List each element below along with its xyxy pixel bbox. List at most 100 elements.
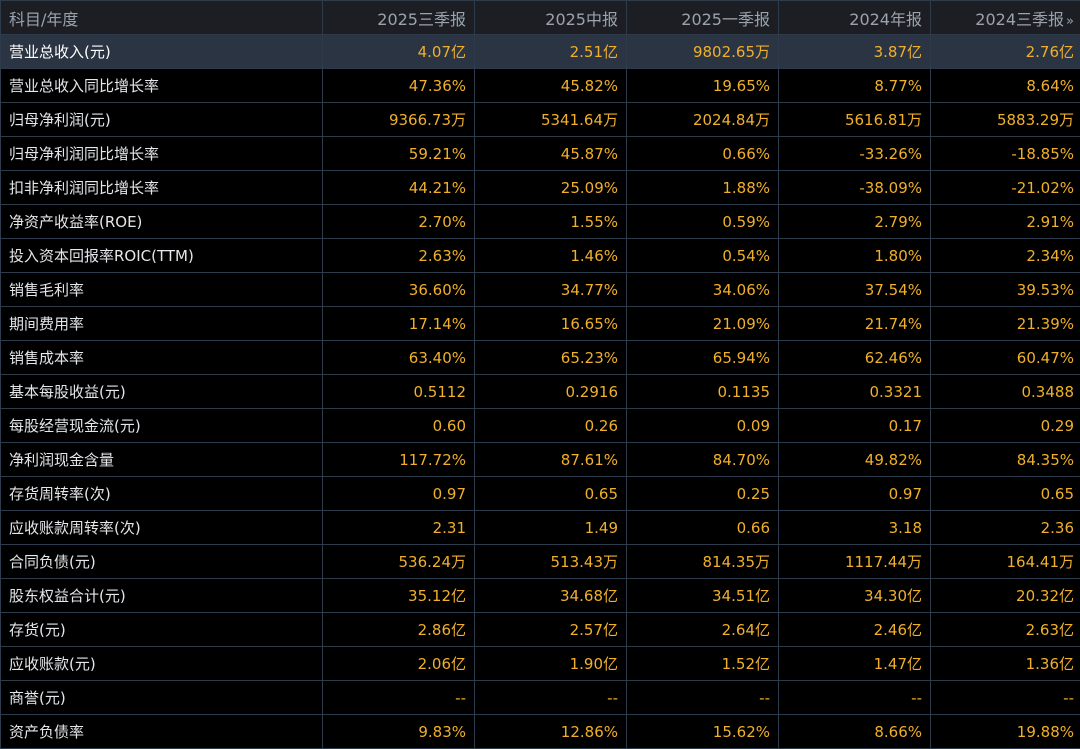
column-header-period[interactable]: 2025中报 [475, 1, 627, 35]
cell-value: 1117.44万 [779, 545, 931, 579]
cell-value: 2.91% [931, 205, 1080, 239]
cell-value: 34.68亿 [475, 579, 627, 613]
cell-value: 0.5112 [323, 375, 475, 409]
cell-value: 2.79% [779, 205, 931, 239]
cell-value: 45.82% [475, 69, 627, 103]
cell-value: 8.77% [779, 69, 931, 103]
cell-value: 60.47% [931, 341, 1080, 375]
more-columns-icon[interactable]: » [1066, 14, 1074, 29]
row-label: 商誉(元) [1, 681, 323, 715]
cell-value: 0.65 [475, 477, 627, 511]
row-label: 存货(元) [1, 613, 323, 647]
cell-value: 513.43万 [475, 545, 627, 579]
row-label: 资产负债率 [1, 715, 323, 749]
cell-value: 0.65 [931, 477, 1080, 511]
row-label: 存货周转率(次) [1, 477, 323, 511]
cell-value: 0.26 [475, 409, 627, 443]
column-header-period[interactable]: 2024年报 [779, 1, 931, 35]
cell-value: 34.51亿 [627, 579, 779, 613]
cell-value: 21.09% [627, 307, 779, 341]
row-label: 净利润现金含量 [1, 443, 323, 477]
cell-value: 65.23% [475, 341, 627, 375]
row-label: 扣非净利润同比增长率 [1, 171, 323, 205]
cell-value: 1.88% [627, 171, 779, 205]
table-row[interactable]: 净资产收益率(ROE)2.70%1.55%0.59%2.79%2.91% [1, 205, 1080, 239]
cell-value: 9802.65万 [627, 35, 779, 69]
cell-value: 37.54% [779, 273, 931, 307]
cell-value: 34.06% [627, 273, 779, 307]
cell-value: 1.90亿 [475, 647, 627, 681]
cell-value: 2.57亿 [475, 613, 627, 647]
row-label: 投入资本回报率ROIC(TTM) [1, 239, 323, 273]
cell-value: 1.80% [779, 239, 931, 273]
cell-value: 63.40% [323, 341, 475, 375]
cell-value: 5883.29万 [931, 103, 1080, 137]
cell-value: 21.74% [779, 307, 931, 341]
row-label: 基本每股收益(元) [1, 375, 323, 409]
cell-value: 0.60 [323, 409, 475, 443]
cell-value: 2.70% [323, 205, 475, 239]
cell-value: 0.66% [627, 137, 779, 171]
row-label: 合同负债(元) [1, 545, 323, 579]
cell-value: 62.46% [779, 341, 931, 375]
cell-value: 0.59% [627, 205, 779, 239]
cell-value: 0.97 [779, 477, 931, 511]
cell-value: 9366.73万 [323, 103, 475, 137]
table-row[interactable]: 投入资本回报率ROIC(TTM)2.63%1.46%0.54%1.80%2.34… [1, 239, 1080, 273]
cell-value: -38.09% [779, 171, 931, 205]
cell-value: 36.60% [323, 273, 475, 307]
cell-value: 47.36% [323, 69, 475, 103]
cell-value: 16.65% [475, 307, 627, 341]
table-row[interactable]: 商誉(元)---------- [1, 681, 1080, 715]
cell-value: -- [475, 681, 627, 715]
cell-value: 25.09% [475, 171, 627, 205]
row-label: 归母净利润同比增长率 [1, 137, 323, 171]
row-label: 营业总收入同比增长率 [1, 69, 323, 103]
cell-value: 3.18 [779, 511, 931, 545]
cell-value: 536.24万 [323, 545, 475, 579]
cell-value: 3.87亿 [779, 35, 931, 69]
cell-value: 2.64亿 [627, 613, 779, 647]
cell-value: 1.55% [475, 205, 627, 239]
cell-value: 1.36亿 [931, 647, 1080, 681]
cell-value: 5341.64万 [475, 103, 627, 137]
column-header-period[interactable]: 2025三季报 [323, 1, 475, 35]
cell-value: 0.2916 [475, 375, 627, 409]
row-label: 营业总收入(元) [1, 35, 323, 69]
cell-value: 1.47亿 [779, 647, 931, 681]
cell-value: -- [323, 681, 475, 715]
cell-value: 0.29 [931, 409, 1080, 443]
cell-value: 15.62% [627, 715, 779, 749]
column-header-period-last[interactable]: 2024三季报» [931, 1, 1080, 35]
cell-value: 814.35万 [627, 545, 779, 579]
cell-value: 0.97 [323, 477, 475, 511]
row-label: 期间费用率 [1, 307, 323, 341]
cell-value: 0.1135 [627, 375, 779, 409]
cell-value: 2.46亿 [779, 613, 931, 647]
cell-value: 8.66% [779, 715, 931, 749]
column-header-period[interactable]: 2025一季报 [627, 1, 779, 35]
cell-value: 65.94% [627, 341, 779, 375]
cell-value: -- [627, 681, 779, 715]
cell-value: 19.88% [931, 715, 1080, 749]
cell-value: 35.12亿 [323, 579, 475, 613]
cell-value: 9.83% [323, 715, 475, 749]
